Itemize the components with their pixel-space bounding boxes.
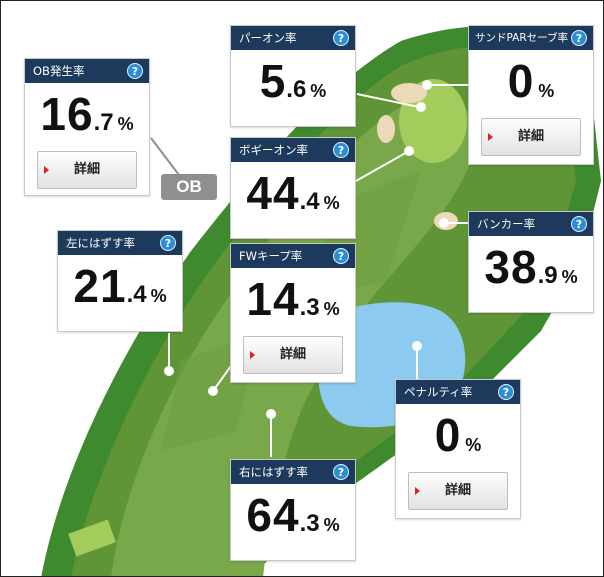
help-icon[interactable]: ? [333, 464, 349, 480]
stat-value: 0% [507, 55, 555, 107]
card-left-miss-rate: 左にはずす率? 21.4% [57, 230, 183, 332]
detail-button[interactable]: 詳細 [243, 336, 343, 374]
stat-value: 16.7% [40, 88, 134, 140]
card-title: パーオン率 [239, 31, 297, 45]
bunker-1 [391, 83, 427, 103]
card-bunker-rate: バンカー率? 38.9% [468, 211, 594, 313]
stat-value: 64.3% [246, 489, 340, 541]
arrow-icon [488, 133, 493, 141]
help-icon[interactable]: ? [498, 384, 514, 400]
detail-button[interactable]: 詳細 [481, 118, 581, 156]
leader-lines [168, 84, 471, 457]
card-right-miss-rate: 右にはずす率? 64.3% [230, 459, 356, 561]
detail-button[interactable]: 詳細 [408, 472, 508, 510]
arrow-icon [44, 166, 49, 174]
stat-value: 44.4% [246, 167, 340, 219]
stat-value: 14.3% [246, 273, 340, 325]
card-fw-keep-rate: FWキープ率? 14.3% 詳細 [230, 243, 356, 383]
card-title: 右にはずす率 [239, 465, 308, 479]
card-bogey-on-rate: ボギーオン率? 44.4% [230, 137, 356, 239]
ob-leader [150, 137, 180, 176]
help-icon[interactable]: ? [333, 248, 349, 264]
arrow-icon [415, 487, 420, 495]
help-icon[interactable]: ? [127, 63, 143, 79]
arrow-icon [250, 351, 255, 359]
card-title: OB発生率 [33, 64, 85, 78]
help-icon[interactable]: ? [333, 142, 349, 158]
card-sand-save-rate: サンドPARセーブ率? 0% 詳細 [468, 25, 594, 165]
help-icon[interactable]: ? [571, 216, 587, 232]
stat-value: 21.4% [73, 260, 167, 312]
card-title: 左にはずす率 [66, 236, 135, 250]
tee-box [68, 519, 116, 557]
stat-value: 5.6% [259, 55, 327, 107]
card-penalty-rate: ペナルティ率? 0% 詳細 [395, 379, 521, 519]
ob-badge: OB [161, 174, 217, 200]
card-title: バンカー率 [477, 217, 536, 231]
leader-dots [164, 80, 449, 419]
card-title: FWキープ率 [239, 249, 303, 263]
bunker-2 [377, 115, 395, 143]
help-icon[interactable]: ? [160, 235, 176, 251]
card-par-on-rate: パーオン率? 5.6% [230, 25, 356, 127]
card-title: ボギーオン率 [239, 143, 308, 157]
card-ob-rate: OB発生率? 16.7% 詳細 [24, 58, 150, 196]
card-title: サンドPARセーブ率 [475, 32, 569, 44]
stat-value: 38.9% [484, 241, 578, 293]
card-title: ペナルティ率 [404, 385, 473, 399]
help-icon[interactable]: ? [333, 30, 349, 46]
stat-value: 0% [434, 409, 482, 461]
detail-button[interactable]: 詳細 [37, 151, 137, 189]
help-icon[interactable]: ? [571, 30, 587, 46]
